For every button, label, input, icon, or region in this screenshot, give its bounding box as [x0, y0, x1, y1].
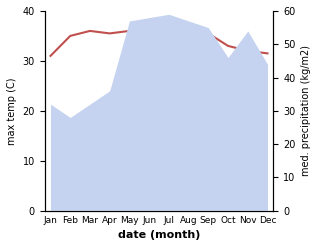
X-axis label: date (month): date (month) [118, 230, 200, 240]
Y-axis label: max temp (C): max temp (C) [7, 77, 17, 144]
Y-axis label: med. precipitation (kg/m2): med. precipitation (kg/m2) [301, 45, 311, 176]
